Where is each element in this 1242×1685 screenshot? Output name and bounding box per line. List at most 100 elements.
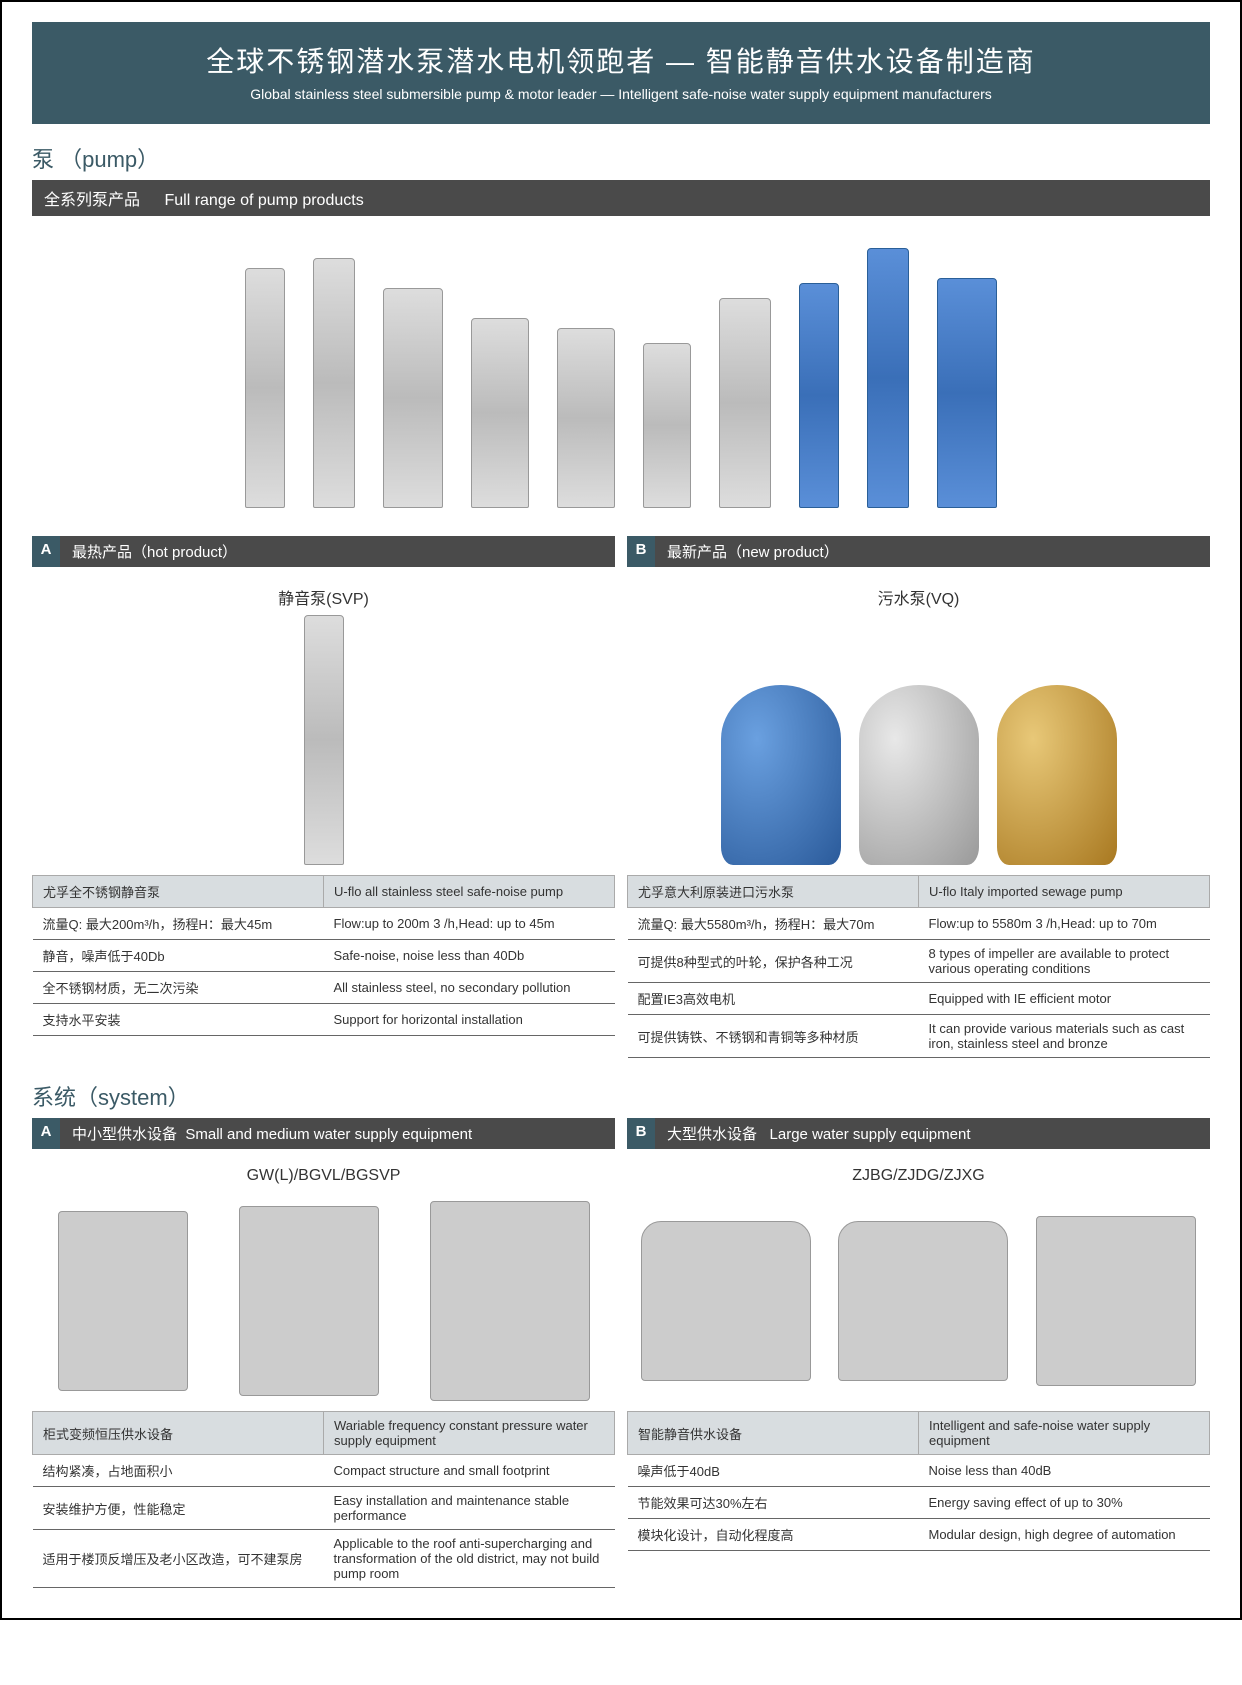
hot-product-title: 静音泵(SVP) — [32, 575, 615, 615]
large-system-panel: B 大型供水设备 Large water supply equipment ZJ… — [627, 1118, 1210, 1588]
small-sys-title: GW(L)/BGVL/BGSVP — [32, 1157, 615, 1191]
pump-subbar-en: Full range of pump products — [164, 192, 363, 209]
small-sys-bar: 中小型供水设备 Small and medium water supply eq… — [60, 1118, 484, 1149]
hot-spec-table: 尤孚全不锈钢静音泵U-flo all stainless steel safe-… — [32, 875, 615, 1036]
spec-en: Flow:up to 200m 3 /h,Head: up to 45m — [324, 908, 615, 940]
hero-title-en: Global stainless steel submersible pump … — [42, 86, 1200, 102]
new-image-zone — [627, 615, 1210, 875]
hot-bar-text: 最热产品（hot product） — [60, 536, 249, 567]
spec-en: It can provide various materials such as… — [919, 1015, 1210, 1058]
table-row: 流量Q: 最大5580m³/h，扬程H：最大70mFlow:up to 5580… — [628, 908, 1210, 940]
spec-cn: 流量Q: 最大5580m³/h，扬程H：最大70m — [628, 908, 919, 940]
svp-pump-image — [304, 615, 344, 865]
pump-lineup — [32, 228, 1210, 536]
spec-en: Easy installation and maintenance stable… — [324, 1487, 615, 1530]
table-row: 结构紧凑，占地面积小Compact structure and small fo… — [33, 1455, 615, 1487]
table-row: 模块化设计，自动化程度高Modular design, high degree … — [628, 1519, 1210, 1551]
pump-lineup-item — [719, 298, 771, 508]
spec-cn: 安装维护方便，性能稳定 — [33, 1487, 324, 1530]
hot-th-cn: 尤孚全不锈钢静音泵 — [33, 876, 324, 908]
spec-cn: 结构紧凑，占地面积小 — [33, 1455, 324, 1487]
pump-lineup-item — [313, 258, 355, 508]
spec-en: Safe-noise, noise less than 40Db — [324, 940, 615, 972]
table-row: 流量Q: 最大200m³/h，扬程H：最大45mFlow:up to 200m … — [33, 908, 615, 940]
pump-lineup-item — [643, 343, 691, 508]
small-sys-tagbar: A 中小型供水设备 Small and medium water supply … — [32, 1118, 615, 1149]
spec-cn: 流量Q: 最大200m³/h，扬程H：最大45m — [33, 908, 324, 940]
table-row: 安装维护方便，性能稳定Easy installation and mainten… — [33, 1487, 615, 1530]
small-sys-img-1 — [58, 1211, 188, 1391]
hero-banner: 全球不锈钢潜水泵潜水电机领跑者 — 智能静音供水设备制造商 Global sta… — [32, 22, 1210, 124]
new-product-panel: B 最新产品（new product） 污水泵(VQ) 尤孚意大利原装进口污水泵… — [627, 536, 1210, 1058]
large-sys-th-en: Intelligent and safe-noise water supply … — [919, 1412, 1210, 1455]
spec-cn: 适用于楼顶反增压及老小区改造，可不建泵房 — [33, 1530, 324, 1588]
spec-en: Support for horizontal installation — [324, 1004, 615, 1036]
small-sys-tag: A — [32, 1118, 60, 1149]
table-row: 噪声低于40dBNoise less than 40dB — [628, 1455, 1210, 1487]
vq-pump-blue — [721, 685, 841, 865]
hot-tag: A — [32, 536, 60, 567]
spec-cn: 静音，噪声低于40Db — [33, 940, 324, 972]
large-sys-images — [627, 1191, 1210, 1411]
spec-en: Compact structure and small footprint — [324, 1455, 615, 1487]
system-section-title: 系统（system） — [32, 1080, 1210, 1112]
hot-image-zone — [32, 615, 615, 875]
spec-cn: 可提供铸铁、不锈钢和青铜等多种材质 — [628, 1015, 919, 1058]
pump-lineup-item — [383, 288, 443, 508]
small-sys-images — [32, 1191, 615, 1411]
vq-pump-silver — [859, 685, 979, 865]
pump-subbar: 全系列泵产品 Full range of pump products — [32, 180, 1210, 216]
spec-cn: 噪声低于40dB — [628, 1455, 919, 1487]
new-spec-table: 尤孚意大利原装进口污水泵U-flo Italy imported sewage … — [627, 875, 1210, 1058]
small-sys-img-3 — [430, 1201, 590, 1401]
spec-en: Noise less than 40dB — [919, 1455, 1210, 1487]
large-sys-title: ZJBG/ZJDG/ZJXG — [627, 1157, 1210, 1191]
hot-tagbar: A 最热产品（hot product） — [32, 536, 615, 567]
spec-en: Modular design, high degree of automatio… — [919, 1519, 1210, 1551]
pump-lineup-item — [557, 328, 615, 508]
table-row: 适用于楼顶反增压及老小区改造，可不建泵房Applicable to the ro… — [33, 1530, 615, 1588]
spec-cn: 模块化设计，自动化程度高 — [628, 1519, 919, 1551]
spec-cn: 可提供8种型式的叶轮，保护各种工况 — [628, 940, 919, 983]
large-sys-img-2 — [838, 1221, 1008, 1381]
large-sys-tagbar: B 大型供水设备 Large water supply equipment — [627, 1118, 1210, 1149]
large-sys-img-3 — [1036, 1216, 1196, 1386]
large-sys-table: 智能静音供水设备Intelligent and safe-noise water… — [627, 1411, 1210, 1551]
spec-en: Flow:up to 5580m 3 /h,Head: up to 70m — [919, 908, 1210, 940]
spec-cn: 支持水平安装 — [33, 1004, 324, 1036]
spec-en: 8 types of impeller are available to pro… — [919, 940, 1210, 983]
spec-en: Energy saving effect of up to 30% — [919, 1487, 1210, 1519]
pump-lineup-item — [937, 278, 997, 508]
spec-en: Applicable to the roof anti-superchargin… — [324, 1530, 615, 1588]
small-sys-table: 柜式变频恒压供水设备Wariable frequency constant pr… — [32, 1411, 615, 1588]
table-row: 可提供8种型式的叶轮，保护各种工况8 types of impeller are… — [628, 940, 1210, 983]
pump-lineup-item — [799, 283, 839, 508]
table-row: 支持水平安装Support for horizontal installatio… — [33, 1004, 615, 1036]
hero-title-cn: 全球不锈钢潜水泵潜水电机领跑者 — 智能静音供水设备制造商 — [42, 40, 1200, 80]
table-row: 静音，噪声低于40DbSafe-noise, noise less than 4… — [33, 940, 615, 972]
table-row: 可提供铸铁、不锈钢和青铜等多种材质It can provide various … — [628, 1015, 1210, 1058]
new-product-title: 污水泵(VQ) — [627, 575, 1210, 615]
large-sys-bar: 大型供水设备 Large water supply equipment — [655, 1118, 983, 1149]
pump-lineup-item — [471, 318, 529, 508]
table-row: 配置IE3高效电机Equipped with IE efficient moto… — [628, 983, 1210, 1015]
pump-lineup-item — [245, 268, 285, 508]
small-sys-img-2 — [239, 1206, 379, 1396]
hot-th-en: U-flo all stainless steel safe-noise pum… — [324, 876, 615, 908]
large-sys-tag: B — [627, 1118, 655, 1149]
small-sys-th-cn: 柜式变频恒压供水设备 — [33, 1412, 324, 1455]
new-tagbar: B 最新产品（new product） — [627, 536, 1210, 567]
spec-cn: 配置IE3高效电机 — [628, 983, 919, 1015]
spec-en: All stainless steel, no secondary pollut… — [324, 972, 615, 1004]
spec-cn: 全不锈钢材质，无二次污染 — [33, 972, 324, 1004]
new-th-en: U-flo Italy imported sewage pump — [919, 876, 1210, 908]
large-sys-th-cn: 智能静音供水设备 — [628, 1412, 919, 1455]
pump-subbar-cn: 全系列泵产品 — [44, 192, 140, 209]
new-tag: B — [627, 536, 655, 567]
small-sys-th-en: Wariable frequency constant pressure wat… — [324, 1412, 615, 1455]
spec-en: Equipped with IE efficient motor — [919, 983, 1210, 1015]
large-sys-img-1 — [641, 1221, 811, 1381]
hot-product-panel: A 最热产品（hot product） 静音泵(SVP) 尤孚全不锈钢静音泵U-… — [32, 536, 615, 1058]
new-bar-text: 最新产品（new product） — [655, 536, 851, 567]
new-th-cn: 尤孚意大利原装进口污水泵 — [628, 876, 919, 908]
